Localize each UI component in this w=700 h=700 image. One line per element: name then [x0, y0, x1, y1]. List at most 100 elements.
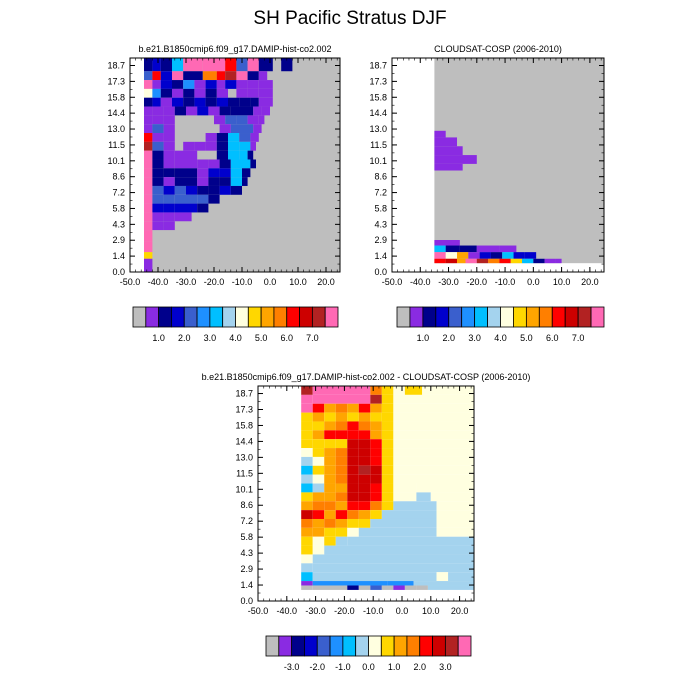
colorbar-swatch	[311, 306, 326, 328]
heatmap-cell	[347, 527, 359, 537]
colorbar-label: 2.0	[442, 333, 455, 343]
colorbar-swatch	[525, 306, 540, 328]
y-tick-label: 7.2	[374, 188, 387, 198]
heatmap-cell	[144, 150, 153, 160]
heatmap-cell	[301, 474, 313, 484]
heatmap-cell	[236, 80, 248, 89]
heatmap-cell	[370, 456, 382, 466]
colorbar-swatch	[222, 306, 236, 328]
heatmap-cell	[434, 146, 463, 156]
heatmap-cell	[358, 439, 371, 449]
heatmap-cell	[163, 212, 175, 222]
colorbar-swatch	[329, 635, 344, 657]
colorbar-swatch	[299, 306, 313, 328]
heatmap-cell	[312, 412, 325, 422]
heatmap-cell	[324, 465, 336, 475]
heatmap-cell	[152, 88, 161, 98]
y-tick-label: 11.5	[370, 140, 387, 150]
heatmap-cell	[144, 203, 153, 213]
heatmap-cell	[216, 97, 228, 107]
colorbar-label: 3.0	[204, 333, 217, 343]
heatmap-cell	[324, 492, 336, 502]
x-tick-label: 10.0	[553, 277, 571, 287]
heatmap-cell	[312, 421, 325, 431]
heatmap-cell	[312, 510, 325, 519]
x-tick-label: 20.0	[581, 277, 599, 287]
heatmap-cell	[152, 177, 164, 186]
heatmap-cell	[544, 258, 556, 264]
heatmap-cell	[434, 163, 463, 171]
heatmap-cell	[163, 168, 175, 178]
heatmap-cell	[250, 133, 259, 142]
heatmap-cell	[230, 106, 242, 116]
heatmap-cell	[197, 106, 209, 116]
heatmap-cell	[242, 106, 254, 116]
x-tick-label: 10.0	[289, 277, 307, 287]
heatmap-cell	[163, 141, 175, 151]
heatmap-cell	[335, 474, 348, 484]
heatmap-cell	[499, 245, 517, 253]
heatmap-cell	[301, 483, 313, 493]
heatmap-cell	[347, 430, 359, 440]
heatmap-cell	[144, 168, 153, 178]
heatmap-cell	[186, 203, 198, 213]
heatmap-cell	[381, 465, 394, 475]
heatmap-cell	[370, 403, 382, 413]
heatmap-cell	[381, 456, 394, 466]
heatmap-cell	[312, 536, 325, 546]
heatmap-cell	[219, 168, 231, 178]
heatmap-cell	[216, 71, 226, 81]
heatmap-cell	[208, 168, 220, 178]
heatmap-cell	[239, 97, 251, 107]
heatmap-cell	[152, 124, 164, 134]
heatmap-cell	[301, 456, 313, 466]
heatmap-cell	[174, 150, 186, 160]
heatmap-cell	[335, 483, 348, 493]
heatmap-cell	[404, 585, 417, 590]
heatmap-cell	[219, 159, 231, 169]
y-tick-label: 7.2	[112, 188, 125, 198]
heatmap-cell	[312, 563, 474, 573]
heatmap-cell	[312, 465, 325, 475]
heatmap-cell	[144, 252, 153, 259]
heatmap-cell	[152, 106, 164, 116]
y-tick-label: 4.3	[374, 219, 387, 229]
colorbar-label: -1.0	[335, 662, 351, 672]
y-tick-label: 18.7	[369, 61, 387, 71]
heatmap-cell	[225, 71, 237, 81]
colorbar-swatch	[273, 306, 288, 328]
heatmap-cell	[312, 518, 325, 528]
x-tick-label: -20.0	[334, 606, 355, 616]
heatmap-cell	[312, 492, 325, 502]
heatmap-cell	[393, 394, 474, 404]
panel-title: CLOUDSAT-COSP (2006-2010)	[434, 44, 562, 54]
heatmap-cell	[301, 581, 313, 586]
heatmap-cell	[183, 58, 203, 72]
y-tick-label: 5.8	[240, 532, 253, 542]
panel-title: b.e21.B1850cmip6.f09_g17.DAMIP-hist-co2.…	[138, 44, 331, 54]
heatmap-cell	[202, 71, 217, 81]
heatmap-cell	[230, 185, 242, 195]
heatmap-cell	[393, 465, 474, 475]
x-tick-label: -10.0	[232, 277, 253, 287]
heatmap-cell	[225, 58, 237, 72]
colorbar-swatch	[474, 306, 488, 328]
heatmap-cell	[301, 501, 313, 511]
heatmap-cell	[416, 483, 474, 493]
y-tick-label: 8.6	[374, 172, 387, 182]
heatmap-cell	[144, 230, 153, 242]
colorbar-label: 5.0	[520, 333, 533, 343]
heatmap-cell	[247, 88, 259, 98]
heatmap-cell	[183, 71, 203, 81]
heatmap-cell	[258, 97, 273, 107]
y-tick-label: 0.0	[112, 267, 125, 277]
colorbar-label: 1.0	[152, 333, 165, 343]
heatmap-cell	[370, 518, 437, 528]
plot-frame	[129, 57, 341, 273]
heatmap-cell	[434, 245, 446, 253]
heatmap-cell	[393, 430, 474, 440]
heatmap-cell	[197, 159, 209, 169]
heatmap-cell	[524, 252, 537, 259]
x-tick-label: 10.0	[422, 606, 440, 616]
heatmap-cell	[160, 71, 172, 81]
